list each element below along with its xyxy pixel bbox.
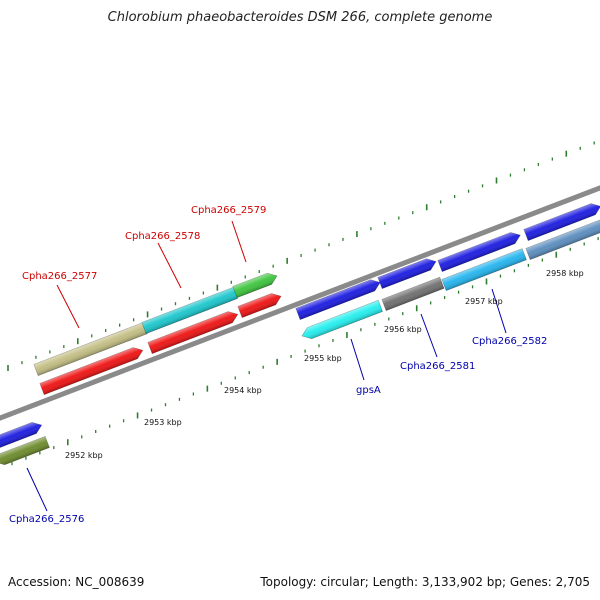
gene-cpha266-2576[interactable]	[0, 435, 50, 467]
scale-label-2956: 2956 kbp	[384, 325, 422, 334]
gene-red-c[interactable]	[237, 291, 283, 318]
scale-label-2955: 2955 kbp	[304, 354, 342, 363]
label-cpha266-2581[interactable]: Cpha266_2581	[400, 361, 475, 372]
scale-label-2958: 2958 kbp	[546, 269, 584, 278]
gene-blue-c[interactable]	[437, 230, 523, 272]
genome-backbone	[0, 185, 600, 421]
leader-gpsa	[350, 338, 365, 381]
gene-cpha266-2577[interactable]	[33, 322, 148, 376]
gene-red-b[interactable]	[147, 309, 240, 354]
gene-steel-blue[interactable]	[525, 219, 600, 260]
gene-gpsa[interactable]	[300, 299, 383, 341]
scale-label-2953: 2953 kbp	[144, 418, 182, 427]
label-cpha266-2579[interactable]: Cpha266_2579	[191, 205, 266, 216]
gene-sky-blue[interactable]	[441, 248, 527, 291]
label-cpha266-2578[interactable]: Cpha266_2578	[125, 231, 200, 242]
leader-cpha266-2582	[491, 288, 507, 334]
leader-cpha266-2577	[56, 284, 80, 329]
scale-label-2954: 2954 kbp	[224, 386, 262, 395]
accession-text: Accession: NC_008639	[8, 575, 145, 589]
gene-features	[0, 201, 600, 467]
gene-cpha266-2581[interactable]	[381, 276, 445, 311]
label-leaders	[26, 220, 507, 512]
scale-label-2957: 2957 kbp	[465, 297, 503, 306]
leader-cpha266-2581	[420, 313, 438, 358]
gene-red-a[interactable]	[39, 345, 145, 395]
gene-blue-b[interactable]	[377, 256, 438, 289]
gene-blue-d[interactable]	[523, 201, 600, 241]
gene-blue-a[interactable]	[295, 277, 382, 320]
leader-cpha266-2578	[157, 242, 182, 289]
outer-scale-ticks	[7, 141, 595, 371]
map-title: Chlorobium phaeobacteroides DSM 266, com…	[107, 10, 493, 25]
inner-scale-ticks	[11, 237, 599, 466]
scale-label-2952: 2952 kbp	[65, 451, 103, 460]
gene-left-blue[interactable]	[0, 419, 44, 449]
leader-cpha266-2576	[26, 467, 48, 512]
gene-cpha266-2578[interactable]	[141, 286, 239, 334]
label-gpsa[interactable]: gpsA	[356, 385, 381, 396]
label-cpha266-2577[interactable]: Cpha266_2577	[22, 271, 97, 282]
leader-cpha266-2579	[231, 220, 247, 263]
genome-summary-text: Topology: circular; Length: 3,133,902 bp…	[260, 575, 590, 589]
gene-cpha266-2579[interactable]	[232, 270, 279, 298]
label-cpha266-2582[interactable]: Cpha266_2582	[472, 336, 547, 347]
label-cpha266-2576[interactable]: Cpha266_2576	[9, 514, 84, 525]
